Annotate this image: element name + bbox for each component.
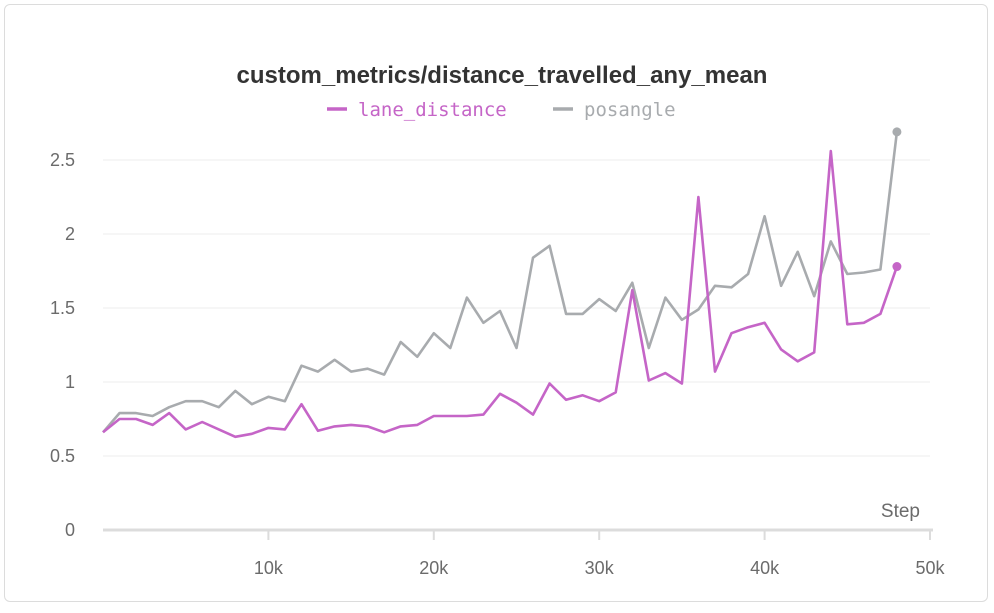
x-tick-label: 40k [750,558,780,578]
y-axis: 0 0.5 1 1.5 2 2.5 [50,150,75,540]
grid-lines [103,159,930,457]
legend-label-posangle[interactable]: posangle [584,99,676,121]
series-line-posangle[interactable] [102,131,899,434]
x-tick-label: 50k [915,558,945,578]
series-endpoint-lane-distance[interactable] [892,262,902,272]
y-tick-label: 0.5 [50,446,75,466]
chart-title: custom_metrics/distance_travelled_any_me… [237,62,768,89]
series-lines[interactable] [102,127,902,439]
x-axis-label: Step [881,501,920,522]
series-endpoint-posangle[interactable] [892,127,902,137]
y-tick-label: 1 [65,372,75,392]
legend[interactable]: lane_distance posangle [327,99,676,121]
x-tick-label: 30k [585,558,615,578]
line-chart: custom_metrics/distance_travelled_any_me… [50,62,946,578]
y-tick-label: 2.5 [50,150,75,170]
y-tick-label: 2 [65,224,75,244]
chart-panel: custom_metrics/distance_travelled_any_me… [4,4,988,602]
x-tick-label: 20k [419,558,449,578]
x-tick-label: 10k [254,558,284,578]
x-axis: 10k 20k 30k 40k 50k [103,528,946,578]
y-tick-label: 0 [65,520,75,540]
y-tick-label: 1.5 [50,298,75,318]
legend-label-lane-distance[interactable]: lane_distance [358,99,507,121]
series-line-lane-distance[interactable] [102,149,899,439]
